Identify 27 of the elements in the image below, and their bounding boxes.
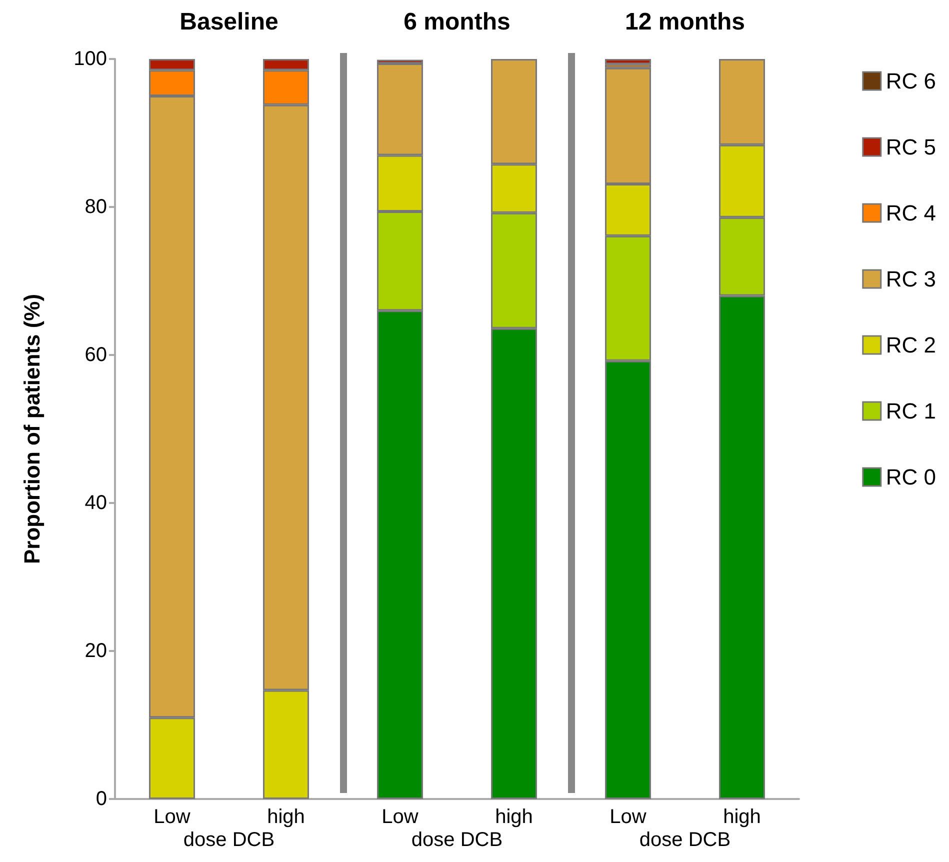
y-tick-label: 100 — [74, 48, 107, 70]
text: Baseline — [180, 8, 278, 36]
y-tick-label: 40 — [84, 492, 107, 514]
text: dose DCB — [183, 829, 275, 851]
x-tick-label: high — [267, 806, 305, 828]
text: 12 months — [624, 8, 746, 36]
legend-label: RC 6 — [886, 68, 936, 94]
legend-label: RC 5 — [886, 134, 936, 160]
y-tick-label: 0 — [96, 788, 107, 810]
y-axis-title: Proportion of patients (%) — [20, 294, 44, 564]
legend-label: RC 1 — [886, 398, 936, 424]
legend-label: RC 2 — [886, 332, 936, 358]
y-tick-label: 60 — [84, 344, 107, 366]
legend-label: RC 3 — [886, 266, 936, 292]
x-tick-label: high — [495, 806, 533, 828]
x-tick-label: Low — [610, 806, 647, 828]
y-tick-label: 20 — [84, 640, 107, 662]
text: dose DCB — [639, 829, 731, 851]
x-tick-label: Low — [154, 806, 191, 828]
x-tick-label: Low — [382, 806, 419, 828]
bar — [605, 59, 651, 64]
legend-label: RC 4 — [886, 200, 936, 226]
x-tick-label: high — [723, 806, 761, 828]
legend-label: RC 0 — [886, 464, 936, 490]
text: dose DCB — [411, 829, 503, 851]
y-tick-label: 80 — [84, 196, 107, 218]
text: 6 months — [404, 8, 510, 36]
